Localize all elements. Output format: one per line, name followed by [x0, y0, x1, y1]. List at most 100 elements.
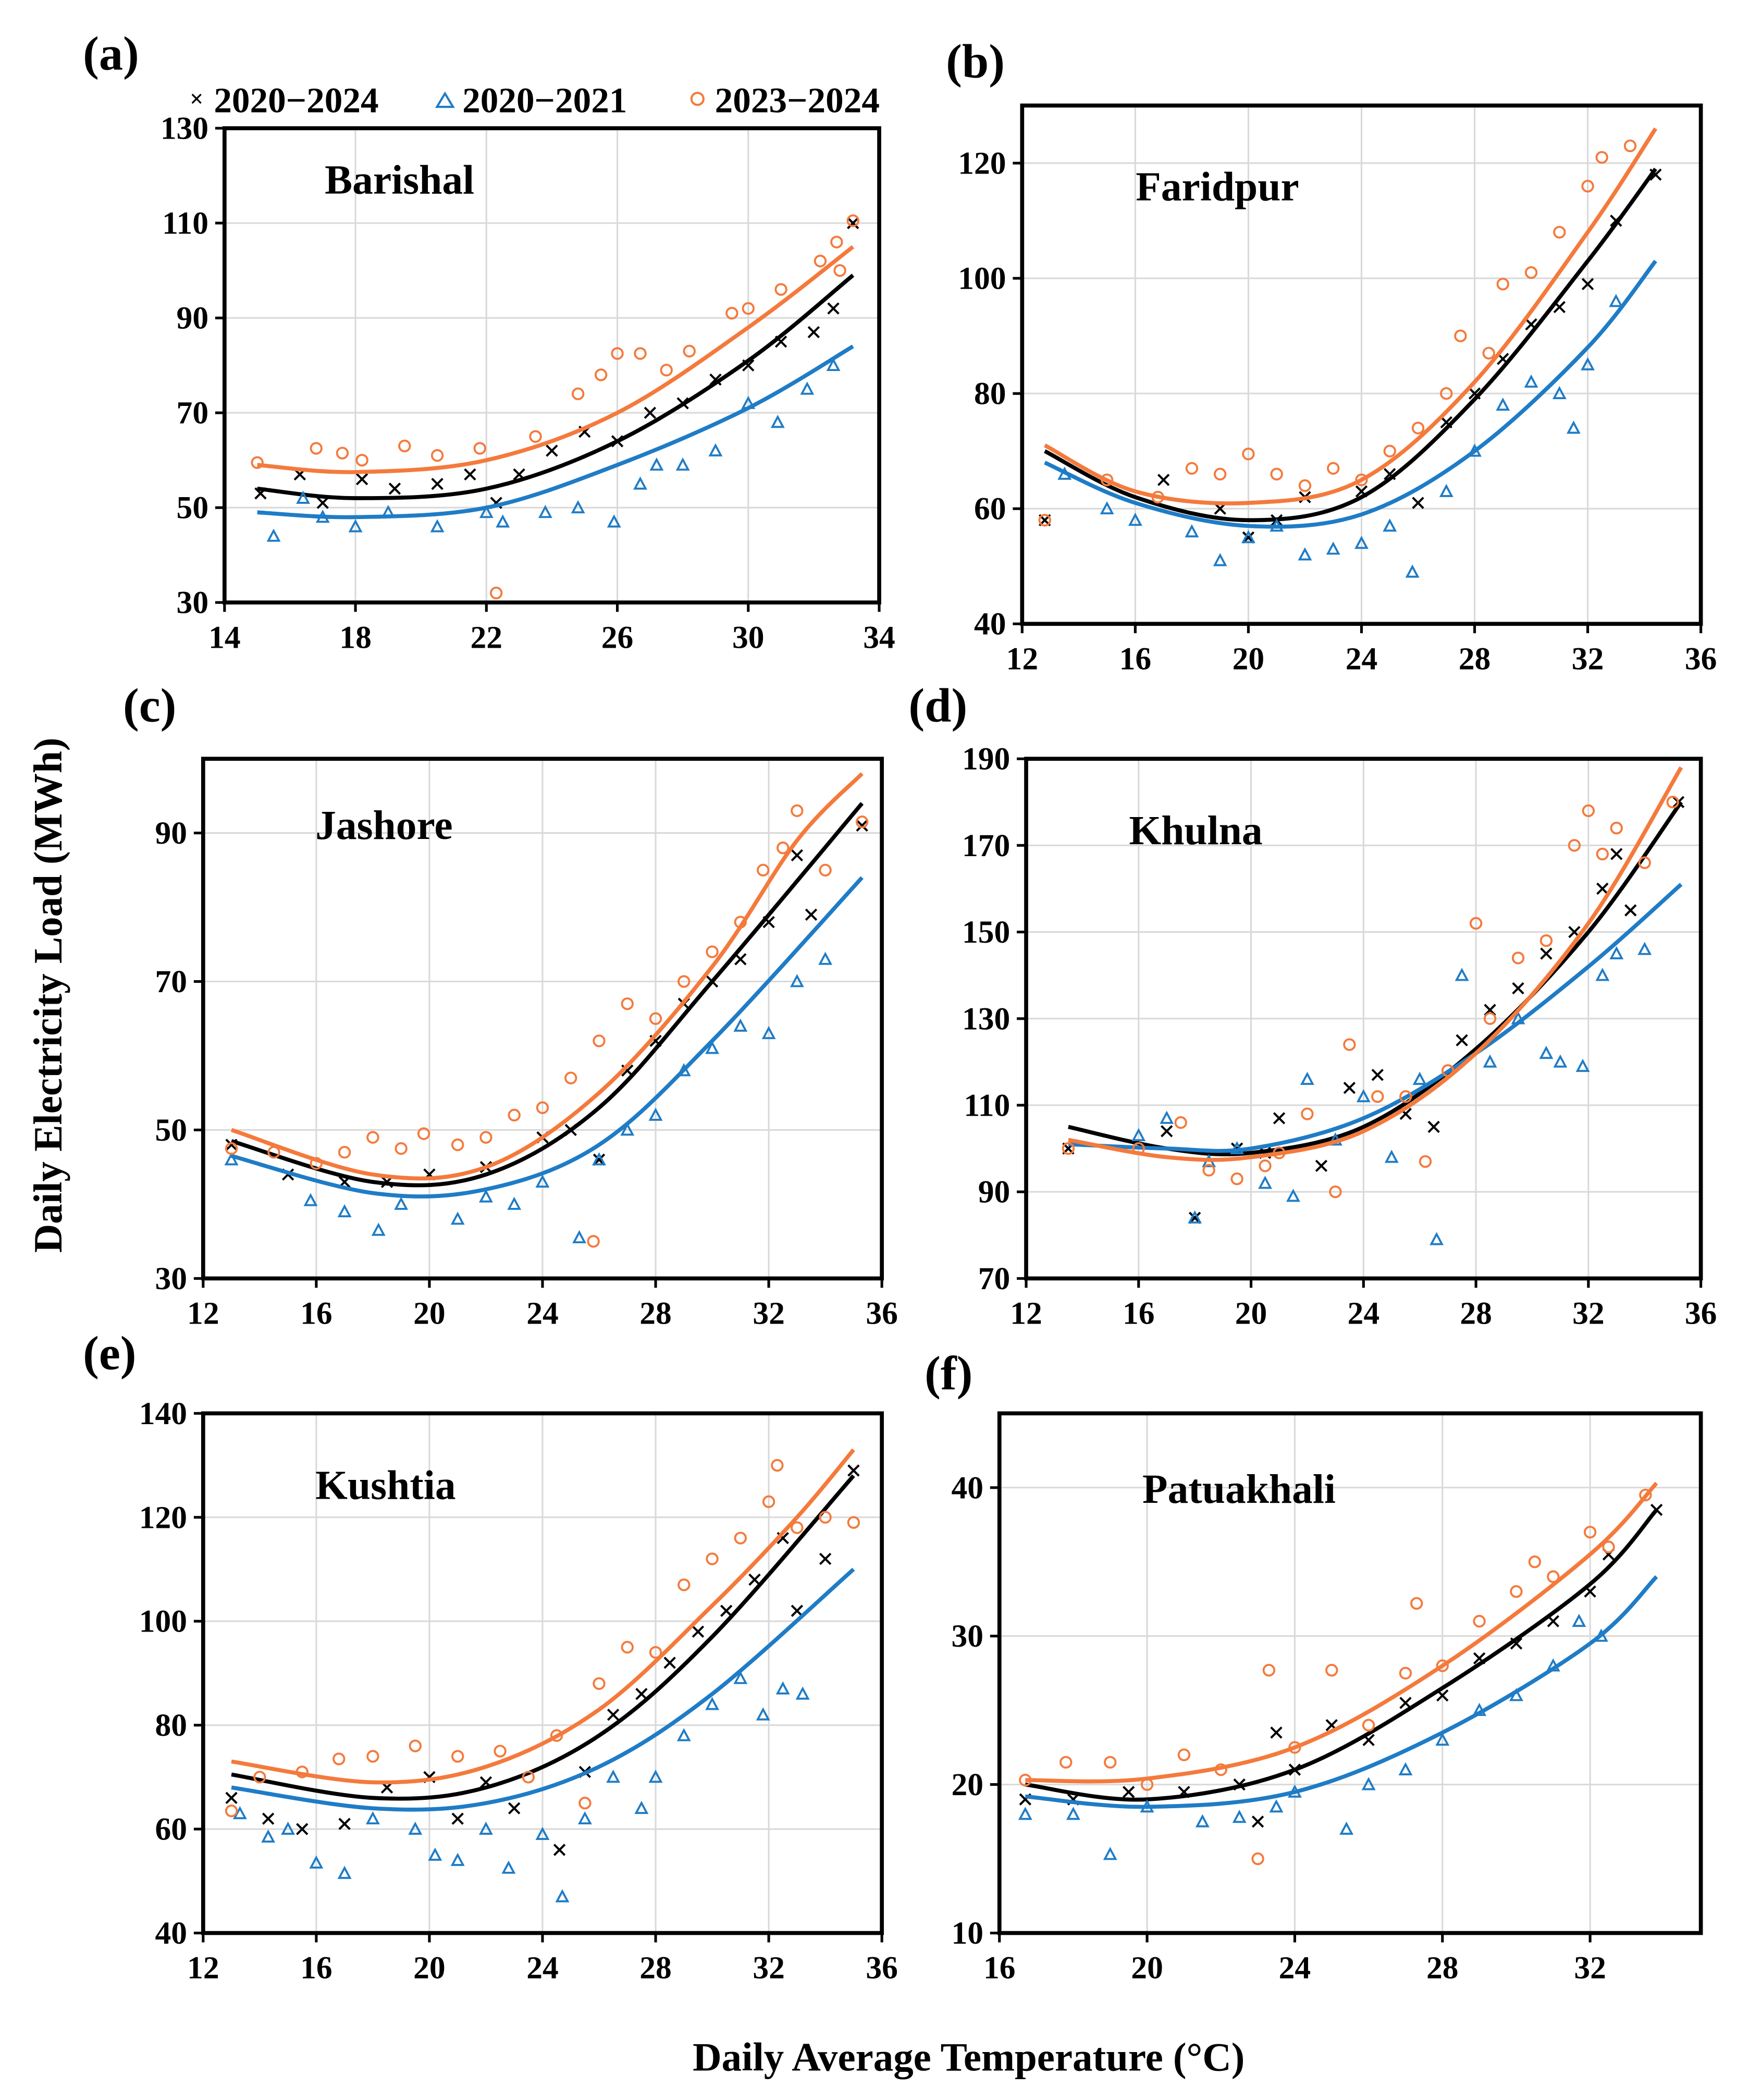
series-2023-2024 [1019, 1481, 1658, 1866]
data-point-circle [791, 804, 804, 818]
data-point-circle [1298, 479, 1312, 492]
data-point-triangle [1566, 421, 1581, 434]
panel-letter: (c) [123, 678, 176, 732]
data-point-x [635, 1688, 648, 1700]
x-tick-label: 20 [1233, 641, 1265, 676]
plot-frame [201, 1411, 884, 1935]
data-point-triangle [1131, 1128, 1146, 1142]
data-point-circle [1185, 462, 1199, 475]
data-point-circle [814, 254, 827, 268]
x-tick-label: 24 [1348, 1296, 1380, 1331]
data-point-circle [660, 364, 673, 377]
data-point-triangle [1581, 357, 1595, 370]
data-point-circle [1104, 1756, 1117, 1769]
data-point-circle [830, 236, 843, 249]
data-point-circle [1362, 1719, 1375, 1732]
data-point-triangle [266, 528, 281, 542]
data-point-circle [649, 1646, 662, 1659]
x-tick-label: 32 [1572, 1296, 1605, 1331]
data-point-triangle [1188, 1210, 1202, 1224]
y-tick-label: 60 [974, 491, 1006, 527]
data-point-triangle [795, 1686, 810, 1700]
data-point-circle [1230, 1172, 1243, 1185]
data-point-circle [1242, 447, 1255, 461]
y-tick-label: 90 [155, 816, 188, 851]
data-point-circle [846, 214, 859, 227]
data-point-circle [1454, 329, 1467, 342]
data-point-circle [1528, 1555, 1542, 1568]
trend-line [231, 876, 864, 1199]
data-point-triangle [708, 443, 723, 456]
data-point-x [1412, 497, 1424, 509]
trend-line [230, 772, 864, 1181]
x-tick-label: 30 [732, 620, 765, 655]
data-point-circle [1329, 1185, 1342, 1199]
data-point-triangle [1269, 1799, 1284, 1813]
data-point-triangle [1553, 1054, 1568, 1068]
data-point-circle [366, 1131, 379, 1144]
data-point-x [464, 468, 476, 481]
data-point-circle [706, 1552, 719, 1565]
data-point-x [1399, 1697, 1412, 1709]
data-point-circle [417, 1127, 430, 1140]
data-point-circle [430, 449, 444, 462]
data-point-circle [225, 1142, 238, 1155]
data-point-x [1371, 1069, 1384, 1081]
y-tick-label: 190 [962, 742, 1010, 777]
data-point-circle [473, 442, 486, 455]
y-tick-label: 90 [177, 301, 209, 336]
data-point-x [644, 406, 657, 419]
data-point-x [1242, 531, 1255, 544]
y-tick-label: 110 [162, 206, 208, 241]
data-point-triangle [371, 1222, 386, 1236]
data-point-triangle [1430, 1232, 1444, 1245]
x-tick-label: 36 [1685, 641, 1717, 676]
x-tick-label: 16 [300, 1296, 332, 1331]
series-2020-2021 [1018, 1575, 1658, 1860]
data-point-triangle [592, 1152, 606, 1166]
data-point-triangle [790, 974, 804, 987]
series-2020-2021 [224, 876, 864, 1243]
y-tick-label: 120 [958, 146, 1006, 181]
data-point-circle [1483, 1012, 1497, 1025]
data-point-circle [310, 442, 323, 455]
data-point-triangle [507, 1196, 522, 1210]
data-point-triangle [733, 1671, 748, 1684]
panel-letter: (d) [908, 678, 967, 732]
x-tick-label: 20 [413, 1296, 446, 1331]
data-point-circle [1060, 1756, 1073, 1769]
trend-line [1068, 883, 1683, 1153]
data-point-circle [819, 863, 832, 877]
x-tick-label: 16 [300, 1950, 332, 1986]
y-tick-label: 40 [155, 1916, 188, 1951]
series-2023-2024 [1062, 766, 1683, 1199]
x-tick-label: 18 [339, 620, 372, 655]
x-tick-label: 28 [639, 1296, 672, 1331]
trend-line [231, 1474, 855, 1801]
data-point-circle [1202, 1164, 1215, 1177]
legend-label: 2023−2024 [715, 80, 880, 120]
data-point-x [1581, 278, 1594, 290]
data-point-triangle [1412, 1071, 1427, 1085]
data-point-circle [587, 1234, 600, 1248]
y-tick-label: 80 [155, 1708, 188, 1743]
data-point-circle [593, 1677, 606, 1690]
data-point-triangle [1539, 1045, 1554, 1059]
data-point-triangle [1100, 501, 1114, 515]
data-point-triangle [1398, 1762, 1413, 1776]
data-point-x [1315, 1159, 1328, 1172]
trend-line [231, 802, 864, 1188]
x-tick-label: 28 [639, 1950, 672, 1986]
series-2020-2024 [1062, 796, 1685, 1224]
y-tick-label: 120 [139, 1500, 187, 1535]
data-point-circle [508, 1108, 521, 1122]
data-point-triangle [428, 1847, 442, 1861]
y-tick-label: 50 [155, 1113, 188, 1148]
data-point-circle [1496, 277, 1509, 291]
y-tick-label: 90 [978, 1175, 1011, 1210]
data-point-x [1343, 1082, 1356, 1094]
data-point-circle [355, 453, 368, 467]
data-point-triangle [496, 514, 510, 528]
plot-frame [1020, 103, 1703, 626]
